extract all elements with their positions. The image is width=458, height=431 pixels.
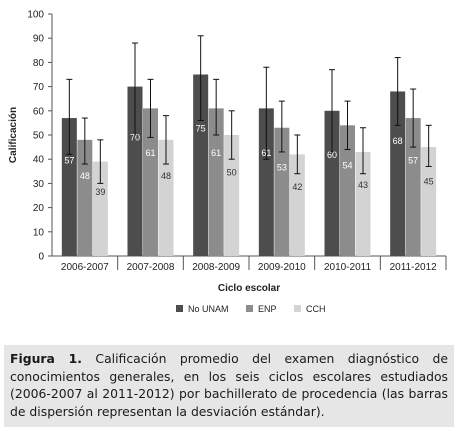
legend-swatch xyxy=(246,305,253,312)
legend-label: No UNAM xyxy=(188,304,229,314)
data-label: 48 xyxy=(80,171,90,181)
x-tick-label: 2010-2011 xyxy=(324,262,372,273)
data-label: 45 xyxy=(424,177,434,187)
x-tick-label: 2007-2008 xyxy=(127,262,175,273)
bar xyxy=(61,118,77,256)
y-tick-label: 60 xyxy=(33,106,45,117)
data-label: 61 xyxy=(211,148,221,158)
figure-caption: Figura 1. Calificación promedio del exam… xyxy=(4,345,454,427)
y-tick-label: 100 xyxy=(27,10,44,21)
bar xyxy=(158,139,174,256)
y-tick-label: 10 xyxy=(33,227,45,238)
data-label: 75 xyxy=(196,124,206,134)
y-tick-label: 80 xyxy=(33,58,45,69)
chart-area: 0 10 20 30 40 50 60 70 80 90 100 Calificación 2006-2… xyxy=(8,10,447,314)
y-tick-label: 40 xyxy=(33,155,45,166)
bar xyxy=(340,125,355,256)
caption-text: Calificación promedio del examen diagnós… xyxy=(10,351,448,419)
data-label: 39 xyxy=(95,187,105,197)
bar xyxy=(92,161,108,256)
y-tick-label: 70 xyxy=(33,82,45,93)
bar xyxy=(390,91,406,256)
y-tick-label: 20 xyxy=(33,203,45,214)
y-tick-label: 50 xyxy=(33,131,45,142)
bar-chart: 0 10 20 30 40 50 60 70 80 90 100 Calificación 2006-2… xyxy=(8,10,447,314)
y-tick-label: 0 xyxy=(38,252,44,263)
bar xyxy=(258,108,274,256)
y-tick-label: 90 xyxy=(33,34,45,45)
y-axis-label: Calificación xyxy=(8,107,19,163)
x-axis-label: Ciclo escolar xyxy=(218,283,280,294)
bar xyxy=(274,127,290,257)
data-label: 70 xyxy=(130,132,140,142)
data-label: 53 xyxy=(277,162,287,172)
bar xyxy=(193,74,209,256)
bar xyxy=(224,135,240,256)
data-label: 57 xyxy=(408,155,418,165)
x-tick-label: 2008-2009 xyxy=(192,262,240,273)
data-label: 43 xyxy=(358,180,368,190)
legend-label: CCH xyxy=(306,304,326,314)
x-tick-label: 2006-2007 xyxy=(61,262,109,273)
data-label: 60 xyxy=(327,150,337,160)
bar xyxy=(127,86,143,256)
data-label: 61 xyxy=(145,148,155,158)
caption-label: Figura 1. xyxy=(10,351,82,366)
bar xyxy=(355,151,371,256)
y-tick-label: 30 xyxy=(33,179,45,190)
legend-swatch xyxy=(176,305,183,312)
data-label: 68 xyxy=(393,136,403,146)
data-label: 61 xyxy=(261,148,271,158)
data-label: 57 xyxy=(64,155,74,165)
x-tick-label: 2009-2010 xyxy=(258,262,306,273)
legend-swatch xyxy=(294,305,301,312)
bar xyxy=(289,154,305,256)
data-label: 54 xyxy=(342,161,352,171)
legend-label: ENP xyxy=(258,304,277,314)
bar xyxy=(77,139,93,256)
data-label: 48 xyxy=(161,171,171,181)
x-tick-label: 2011-2012 xyxy=(390,262,438,273)
data-label: 50 xyxy=(227,168,237,178)
bar xyxy=(208,108,224,256)
bar xyxy=(324,110,340,256)
bar xyxy=(421,147,437,256)
bar xyxy=(405,118,421,256)
bar xyxy=(143,108,158,256)
data-label: 42 xyxy=(292,182,302,192)
